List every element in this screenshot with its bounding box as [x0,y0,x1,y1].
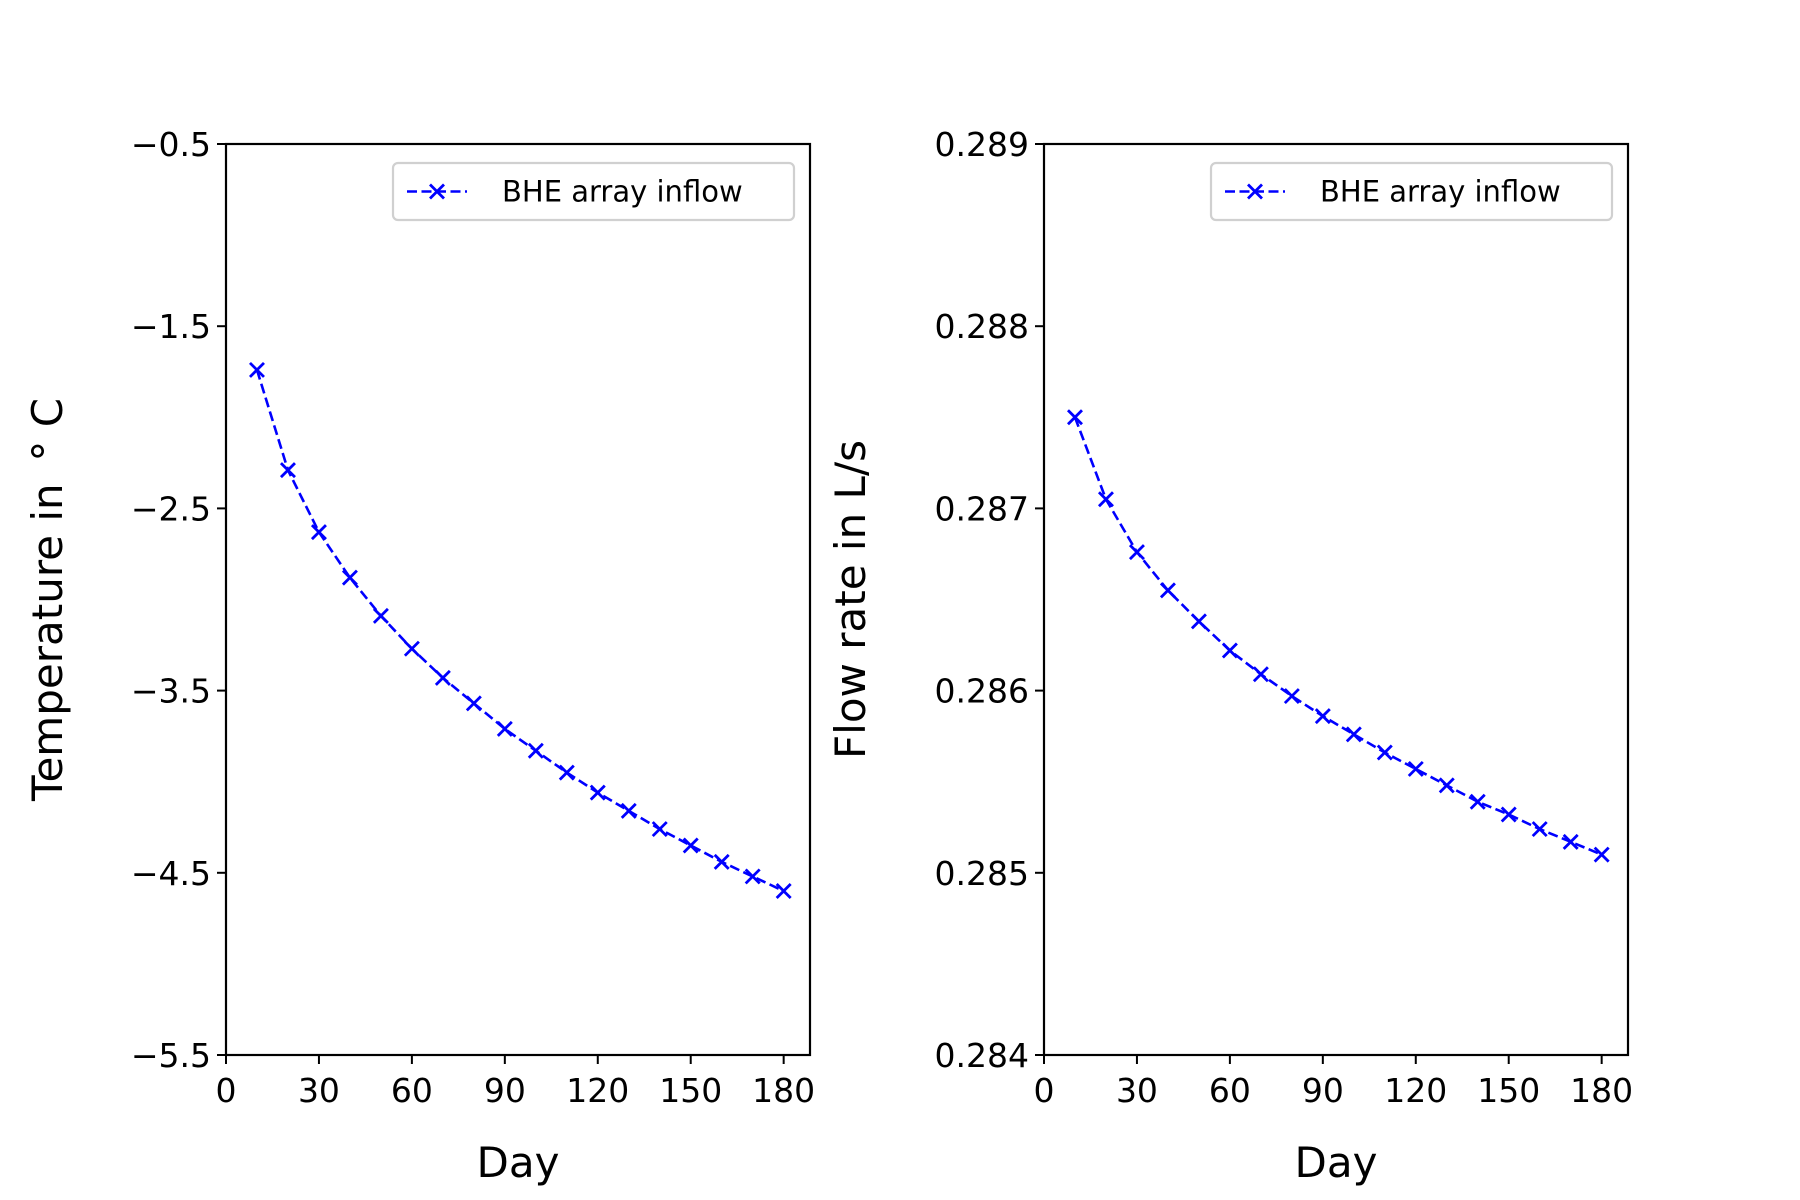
data-point-x-marker [1097,491,1114,508]
data-point-x-marker [1159,582,1176,599]
series-line [255,369,785,893]
x-tick-label: 120 [1384,1071,1447,1110]
axes-frame [224,142,812,1057]
y-tick-label: 0.287 [935,489,1029,528]
data-point-x-marker [1314,708,1331,725]
y-axis-label: Flow rate in L/s [826,440,875,759]
data-point-x-marker [465,695,482,712]
data-point-x-marker [775,883,792,900]
data-point-x-marker [1190,613,1207,630]
data-point-x-marker [1221,642,1238,659]
data-point-x-marker [372,607,389,624]
data-point-x-marker [1562,833,1579,850]
legend: BHE array inflow [391,161,796,222]
data-point-x-marker [1283,688,1300,705]
axes-frame [1042,142,1630,1057]
data-point-x-marker [1531,821,1548,838]
data-point-x-marker [651,821,668,838]
legend-label: BHE array inflow [502,175,743,209]
data-point-x-marker [496,720,513,737]
x-tick-label: 0 [1034,1071,1055,1110]
data-point-x-marker [744,868,761,885]
x-tick-label: 180 [1570,1071,1633,1110]
legend-marker-icon [1247,183,1263,200]
data-point-x-marker [620,802,637,819]
legend: BHE array inflow [1209,161,1614,222]
data-point-x-marker [558,764,575,781]
y-tick-label: 0.284 [935,1036,1029,1075]
x-tick-label: 150 [659,1071,722,1110]
x-tick-label: 180 [752,1071,815,1110]
x-tick-label: 90 [484,1071,526,1110]
data-point-x-marker [682,837,699,854]
data-point-x-marker [1066,409,1083,426]
data-point-x-marker [1469,793,1486,810]
x-tick-label: 60 [391,1071,433,1110]
data-point-x-marker [310,524,327,541]
data-point-x-marker [1376,744,1393,761]
data-point-x-marker [434,669,451,686]
data-point-x-marker [1128,544,1145,561]
data-point-x-marker [713,853,730,870]
y-axis-label: Temperature in ° C [23,398,72,802]
data-point-x-marker [1345,726,1362,743]
data-point-x-marker [279,462,296,479]
x-axis-label: Day [1295,1138,1378,1187]
y-tick-label: −3.5 [131,672,211,711]
y-tick-label: 0.285 [935,854,1029,893]
y-tick-label: −2.5 [131,489,211,528]
data-point-x-marker [1438,777,1455,794]
x-tick-label: 120 [566,1071,629,1110]
legend-label: BHE array inflow [1320,175,1561,209]
legend-marker-icon [429,183,445,200]
data-point-x-marker [1593,846,1610,863]
x-tick-label: 30 [1116,1071,1158,1110]
data-point-x-marker [403,640,420,657]
data-point-x-marker [1500,806,1517,823]
y-tick-label: −5.5 [131,1036,211,1075]
x-tick-label: 0 [216,1071,237,1110]
y-tick-label: −0.5 [131,125,211,164]
temperature-subplot: 0 30 60 90 120 150 180 −0.5 −1.5 −2.5 −3.5 −4.5 −5.5… [23,125,815,1187]
x-tick-label: 150 [1477,1071,1540,1110]
x-tick-label: 30 [298,1071,340,1110]
legend-box [1209,161,1614,222]
series-line [1073,416,1603,856]
y-tick-label: −4.5 [131,854,211,893]
data-point-x-marker [341,569,358,586]
x-tick-label: 60 [1209,1071,1251,1110]
x-tick-label: 90 [1302,1071,1344,1110]
x-axis-label: Day [477,1138,560,1187]
y-tick-label: 0.288 [935,307,1029,346]
data-point-x-marker [248,361,265,378]
data-point-x-marker [1407,760,1424,777]
y-tick-label: 0.289 [935,125,1029,164]
y-tick-label: 0.286 [935,672,1029,711]
legend-box [391,161,796,222]
data-point-x-marker [527,742,544,759]
data-point-x-marker [1252,666,1269,683]
y-tick-label: −1.5 [131,307,211,346]
data-point-x-marker [589,784,606,801]
flow-rate-subplot: 0 30 60 90 120 150 180 0.289 0.288 0.287 0.286 0.28… [826,125,1633,1187]
